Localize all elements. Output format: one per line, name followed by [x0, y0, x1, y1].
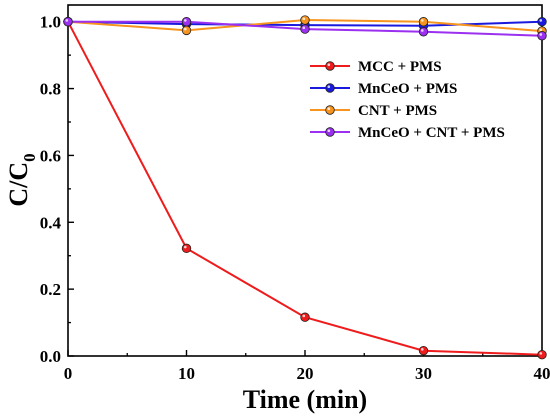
- legend-label: CNT + PMS: [358, 103, 437, 119]
- y-axis-title-subscript: 0: [20, 153, 39, 162]
- point-highlight: [421, 348, 424, 351]
- point-highlight: [184, 19, 187, 22]
- legend-swatch-marker: [325, 127, 335, 137]
- point-highlight: [184, 27, 187, 31]
- legend-marker-highlight: [327, 63, 331, 66]
- series-4-point: [63, 17, 73, 27]
- series-2-point: [537, 17, 547, 27]
- y-tick-label: 0.6: [40, 146, 61, 165]
- y-tick-label: 1.0: [40, 13, 61, 32]
- point-highlight: [539, 352, 543, 355]
- legend-label: MnCeO + CNT + PMS: [358, 125, 505, 141]
- y-tick-label: 0.0: [40, 347, 61, 366]
- series-1-point: [537, 349, 547, 360]
- point-highlight: [184, 245, 187, 249]
- y-axis-title-main: C/C: [4, 162, 33, 207]
- series-4-point: [181, 17, 192, 27]
- series-line-1: [67, 21, 543, 356]
- axis-ticks: 0 10 20 30 40 0.0 0.2 0.4 0.6 0.8 1.0: [40, 13, 550, 383]
- series-4-point: [418, 27, 429, 37]
- legend-swatch-marker: [325, 105, 335, 115]
- x-axis-title: Time (min): [243, 385, 367, 414]
- legend-marker-highlight: [327, 85, 331, 88]
- x-tick-label: 10: [178, 364, 195, 383]
- legend: MCC + PMS MnCeO + PMS CNT + PMS MnCeO + CNT…: [310, 59, 505, 141]
- series-3-point: [418, 17, 429, 27]
- series-4-point: [537, 31, 547, 41]
- legend-marker-highlight: [327, 107, 331, 110]
- y-tick-label: 0.2: [40, 280, 61, 299]
- series-1-point: [418, 345, 429, 356]
- series-4-point: [300, 24, 310, 34]
- point-highlight: [421, 19, 424, 22]
- point-highlight: [302, 26, 306, 30]
- series-1-point: [181, 243, 192, 254]
- point-highlight: [302, 17, 306, 21]
- legend-label: MCC + PMS: [358, 59, 442, 75]
- series-1-point: [300, 312, 310, 322]
- point-highlight: [539, 28, 543, 32]
- series-3-point: [300, 15, 310, 25]
- legend-swatch-marker: [325, 61, 335, 71]
- point-highlight: [539, 33, 543, 36]
- series-group: [63, 15, 547, 360]
- legend-label: MnCeO + PMS: [358, 81, 457, 97]
- y-tick-label: 0.4: [40, 213, 62, 232]
- point-highlight: [539, 19, 543, 22]
- x-tick-label: 20: [297, 364, 314, 383]
- point-highlight: [65, 19, 69, 22]
- point-highlight: [302, 314, 306, 318]
- y-axis-title: C/C0: [4, 153, 39, 206]
- x-tick-label: 40: [534, 364, 550, 383]
- plot-frame: [67, 4, 543, 357]
- legend-swatch-marker: [325, 83, 335, 93]
- point-highlight: [421, 29, 424, 32]
- legend-marker-highlight: [327, 129, 331, 132]
- series-3-point: [181, 25, 192, 36]
- y-tick-label: 0.8: [40, 80, 61, 99]
- x-tick-label: 0: [64, 364, 73, 383]
- x-tick-label: 30: [415, 364, 432, 383]
